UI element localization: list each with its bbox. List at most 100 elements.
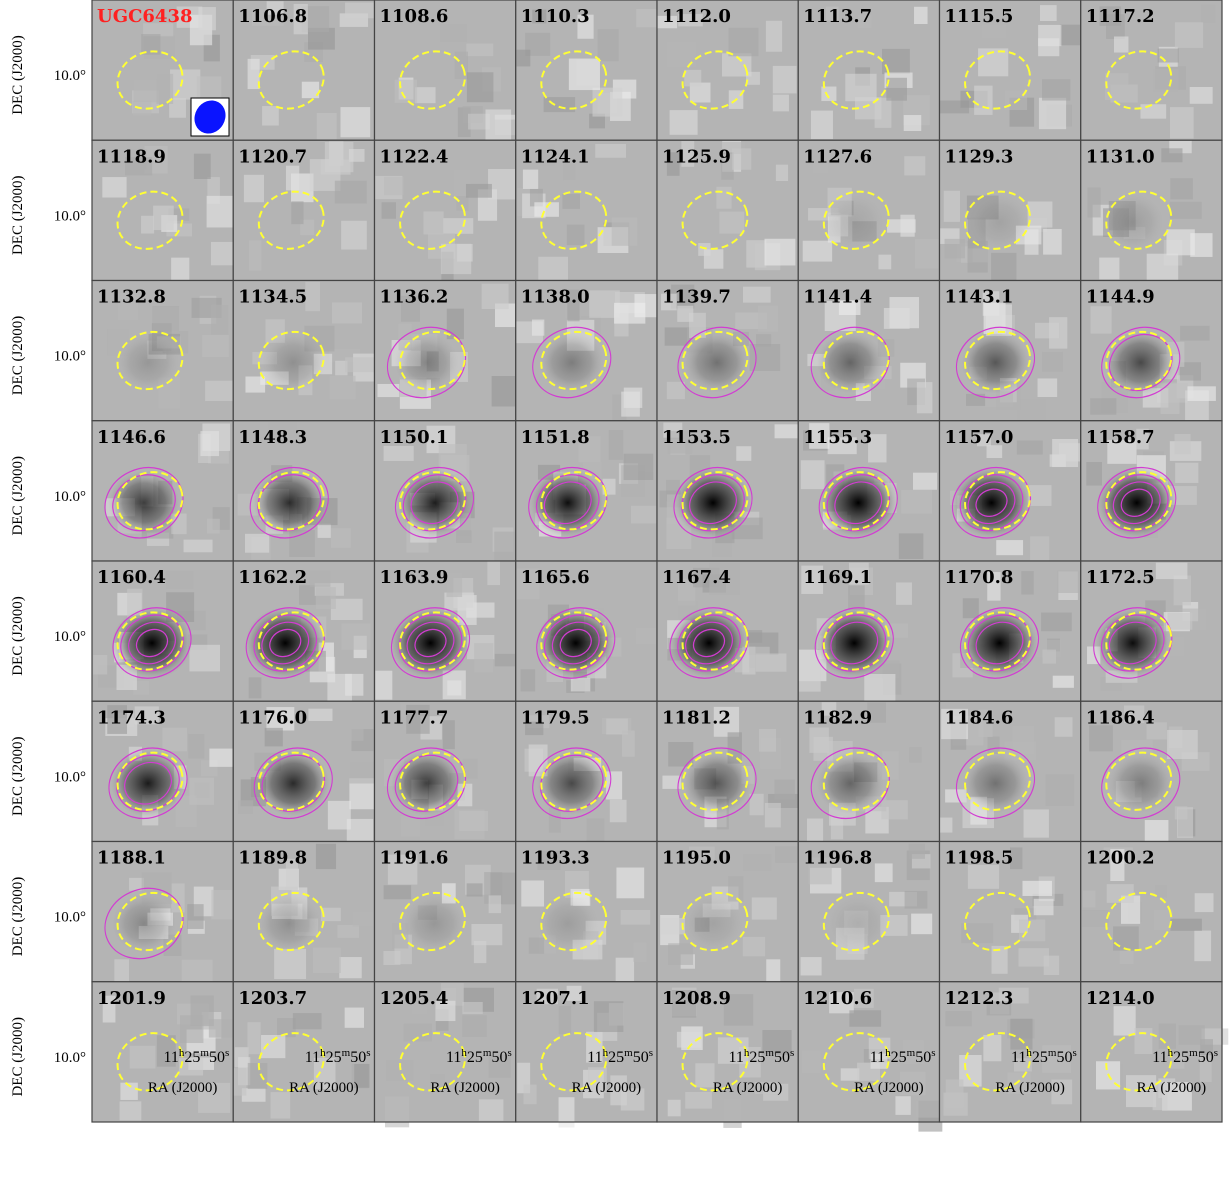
noise bbox=[1147, 254, 1179, 283]
noise bbox=[341, 221, 367, 250]
noise bbox=[466, 44, 493, 57]
channel-velocity: 1198.5 bbox=[945, 848, 1014, 869]
noise bbox=[602, 718, 631, 734]
channel-velocity: 1200.2 bbox=[1086, 848, 1155, 869]
channel-velocity: 1136.2 bbox=[380, 287, 449, 308]
noise bbox=[616, 868, 644, 899]
channel-velocity: 1214.0 bbox=[1086, 988, 1155, 1009]
noise bbox=[249, 677, 262, 698]
noise bbox=[598, 29, 619, 61]
panel: 1174.3 bbox=[92, 701, 237, 841]
noise bbox=[1158, 49, 1179, 63]
noise bbox=[899, 533, 924, 559]
panel: 1157.0 bbox=[940, 421, 1081, 567]
noise bbox=[945, 1011, 971, 1026]
noise bbox=[198, 7, 215, 30]
noise bbox=[93, 655, 107, 674]
channel-velocity: 1139.7 bbox=[662, 287, 731, 308]
noise bbox=[318, 524, 331, 538]
noise bbox=[749, 647, 769, 668]
panel: 1153.5 bbox=[657, 421, 805, 561]
channel-velocity: 1210.6 bbox=[803, 988, 872, 1009]
noise bbox=[245, 534, 269, 553]
noise bbox=[462, 1002, 482, 1014]
noise bbox=[913, 473, 937, 490]
noise bbox=[162, 728, 187, 752]
x-tick-part: 11 bbox=[446, 1049, 461, 1066]
channel-velocity: 1117.2 bbox=[1086, 6, 1155, 27]
x-tick-label: 11h25m50s bbox=[305, 1047, 371, 1066]
panel: 1110.3 bbox=[516, 0, 657, 140]
noise bbox=[529, 938, 544, 954]
noise bbox=[732, 148, 751, 169]
noise bbox=[383, 951, 400, 965]
noise bbox=[1099, 258, 1119, 280]
panel: 1131.0 bbox=[1081, 140, 1222, 283]
noise bbox=[321, 160, 351, 175]
noise bbox=[1156, 563, 1188, 579]
noise bbox=[211, 305, 228, 335]
noise bbox=[1161, 148, 1182, 162]
noise bbox=[424, 211, 444, 234]
panel: 1189.8 bbox=[233, 842, 375, 982]
noise bbox=[765, 803, 781, 828]
noise bbox=[914, 7, 928, 24]
noise bbox=[909, 747, 921, 763]
y-axis-label: DEC (J2000) bbox=[10, 35, 26, 115]
noise bbox=[153, 206, 174, 230]
noise bbox=[878, 255, 891, 270]
panel: 1151.8 bbox=[516, 421, 662, 561]
noise bbox=[716, 187, 731, 209]
panel: 1144.9 bbox=[1081, 281, 1222, 421]
channel-velocity: 1167.4 bbox=[662, 567, 731, 588]
noise bbox=[1046, 774, 1075, 806]
panel: 1169.1 bbox=[798, 561, 939, 705]
channel-velocity: 1203.7 bbox=[238, 988, 307, 1009]
x-tick-part: s bbox=[931, 1047, 935, 1059]
panel: 1193.3 bbox=[516, 842, 657, 982]
noise bbox=[207, 519, 220, 534]
y-tick-label: 10.0° bbox=[54, 208, 86, 224]
channel-velocity: 1155.3 bbox=[803, 427, 872, 448]
noise bbox=[102, 177, 126, 197]
noise bbox=[1059, 443, 1081, 461]
y-axis-label: DEC (J2000) bbox=[10, 1017, 26, 1097]
noise bbox=[1114, 36, 1128, 52]
noise bbox=[974, 86, 992, 115]
noise bbox=[668, 742, 693, 767]
noise bbox=[1140, 104, 1166, 118]
noise bbox=[983, 1035, 1001, 1061]
channel-velocity: 1191.6 bbox=[380, 848, 449, 869]
channel-velocity: 1179.5 bbox=[521, 707, 590, 728]
noise bbox=[330, 376, 356, 400]
channel-velocity: 1195.0 bbox=[662, 848, 731, 869]
channel-velocity: 1165.6 bbox=[521, 567, 590, 588]
x-tick-part: 11 bbox=[305, 1049, 320, 1066]
noise bbox=[339, 957, 362, 978]
noise bbox=[1038, 378, 1058, 397]
noise bbox=[567, 225, 585, 246]
panel: 1191.6 bbox=[375, 842, 520, 982]
noise bbox=[345, 1008, 364, 1028]
noise bbox=[305, 282, 320, 311]
noise bbox=[1113, 926, 1139, 950]
noise bbox=[940, 818, 953, 833]
noise bbox=[766, 21, 782, 52]
emission bbox=[537, 751, 607, 815]
noise bbox=[571, 678, 590, 691]
noise bbox=[736, 446, 751, 461]
emission bbox=[961, 608, 1038, 677]
noise bbox=[262, 106, 279, 125]
noise bbox=[1087, 188, 1100, 218]
noise bbox=[1053, 676, 1074, 688]
noise bbox=[1170, 178, 1193, 199]
channel-velocity: 1110.3 bbox=[521, 6, 590, 27]
noise bbox=[684, 70, 701, 86]
panel: 1196.8 bbox=[798, 842, 939, 982]
channel-velocity: 1172.5 bbox=[1086, 567, 1155, 588]
noise bbox=[180, 1015, 203, 1043]
channel-velocity: 1205.4 bbox=[380, 988, 449, 1009]
channel-velocity: 1186.4 bbox=[1086, 707, 1155, 728]
noise bbox=[612, 217, 638, 245]
noise bbox=[1091, 306, 1112, 333]
